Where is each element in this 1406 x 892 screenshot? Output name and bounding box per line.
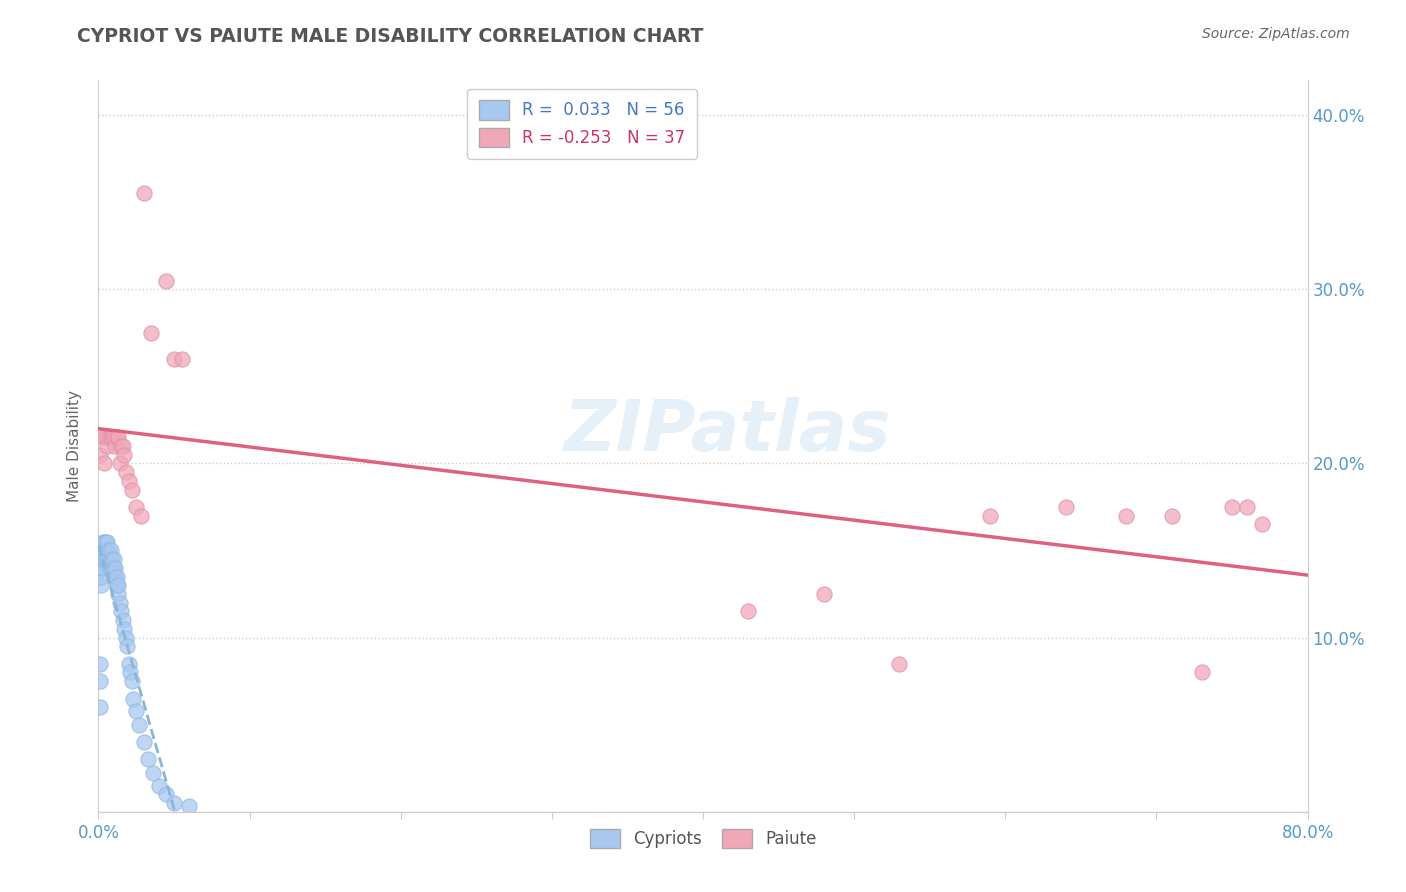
Point <box>104 569 127 583</box>
Point <box>90 569 112 583</box>
Point <box>103 569 125 583</box>
Point <box>107 578 129 592</box>
Legend: Cypriots, Paiute: Cypriots, Paiute <box>583 822 823 855</box>
Point <box>1191 665 1213 680</box>
Point <box>129 508 152 523</box>
Point <box>148 779 170 793</box>
Point <box>163 351 186 366</box>
Point <box>91 430 114 444</box>
Point <box>108 457 131 471</box>
Point <box>1115 508 1137 523</box>
Point <box>132 186 155 201</box>
Point <box>121 674 143 689</box>
Point <box>179 799 201 814</box>
Point <box>101 552 124 566</box>
Point <box>979 508 1001 523</box>
Point <box>96 534 118 549</box>
Point <box>155 787 177 801</box>
Point <box>111 613 134 627</box>
Point <box>93 543 115 558</box>
Point <box>98 561 121 575</box>
Point <box>112 448 135 462</box>
Point <box>101 430 124 444</box>
Y-axis label: Male Disability: Male Disability <box>67 390 83 502</box>
Point <box>118 657 141 671</box>
Point <box>107 430 129 444</box>
Point <box>125 500 148 514</box>
Point <box>121 483 143 497</box>
Point <box>813 587 835 601</box>
Point <box>1054 500 1077 514</box>
Point <box>90 578 112 592</box>
Point <box>90 561 112 575</box>
Point <box>89 700 111 714</box>
Point <box>110 439 132 453</box>
Point <box>101 561 124 575</box>
Point <box>100 552 122 566</box>
Point <box>98 430 121 444</box>
Point <box>105 578 128 592</box>
Point <box>170 351 193 366</box>
Point <box>91 543 114 558</box>
Point <box>889 657 911 671</box>
Point <box>103 552 125 566</box>
Point <box>1220 500 1243 514</box>
Point <box>115 640 138 654</box>
Point <box>96 543 118 558</box>
Point <box>89 448 111 462</box>
Point <box>100 561 122 575</box>
Point <box>114 631 136 645</box>
Point <box>94 552 117 566</box>
Point <box>136 752 159 766</box>
Point <box>93 534 115 549</box>
Point <box>91 534 114 549</box>
Point <box>103 430 125 444</box>
Point <box>163 796 186 810</box>
Point <box>141 326 163 340</box>
Point <box>100 543 122 558</box>
Point <box>111 439 134 453</box>
Point <box>110 604 132 618</box>
Point <box>105 569 128 583</box>
Point <box>125 704 148 718</box>
Point <box>132 735 155 749</box>
Text: Source: ZipAtlas.com: Source: ZipAtlas.com <box>1202 27 1350 41</box>
Point <box>96 552 118 566</box>
Point <box>107 587 129 601</box>
Point <box>90 552 112 566</box>
Text: CYPRIOT VS PAIUTE MALE DISABILITY CORRELATION CHART: CYPRIOT VS PAIUTE MALE DISABILITY CORREL… <box>77 27 704 45</box>
Point <box>100 430 122 444</box>
Point <box>737 604 759 618</box>
Point <box>120 665 142 680</box>
Point <box>93 552 115 566</box>
Point <box>94 534 117 549</box>
Point <box>104 439 127 453</box>
Point <box>98 552 121 566</box>
Point <box>122 691 145 706</box>
Point <box>112 622 135 636</box>
Point <box>91 561 114 575</box>
Point <box>155 274 177 288</box>
Point <box>104 561 127 575</box>
Point <box>98 543 121 558</box>
Point <box>1236 500 1258 514</box>
Point <box>118 474 141 488</box>
Point <box>93 457 115 471</box>
Point <box>108 596 131 610</box>
Point <box>94 543 117 558</box>
Point <box>114 465 136 479</box>
Point <box>105 430 128 444</box>
Point <box>89 674 111 689</box>
Point <box>1160 508 1182 523</box>
Point <box>1251 517 1274 532</box>
Text: ZIPatlas: ZIPatlas <box>564 397 891 466</box>
Point <box>103 561 125 575</box>
Point <box>89 657 111 671</box>
Point <box>94 430 117 444</box>
Point <box>96 439 118 453</box>
Point <box>142 766 165 780</box>
Point <box>91 552 114 566</box>
Point <box>128 717 150 731</box>
